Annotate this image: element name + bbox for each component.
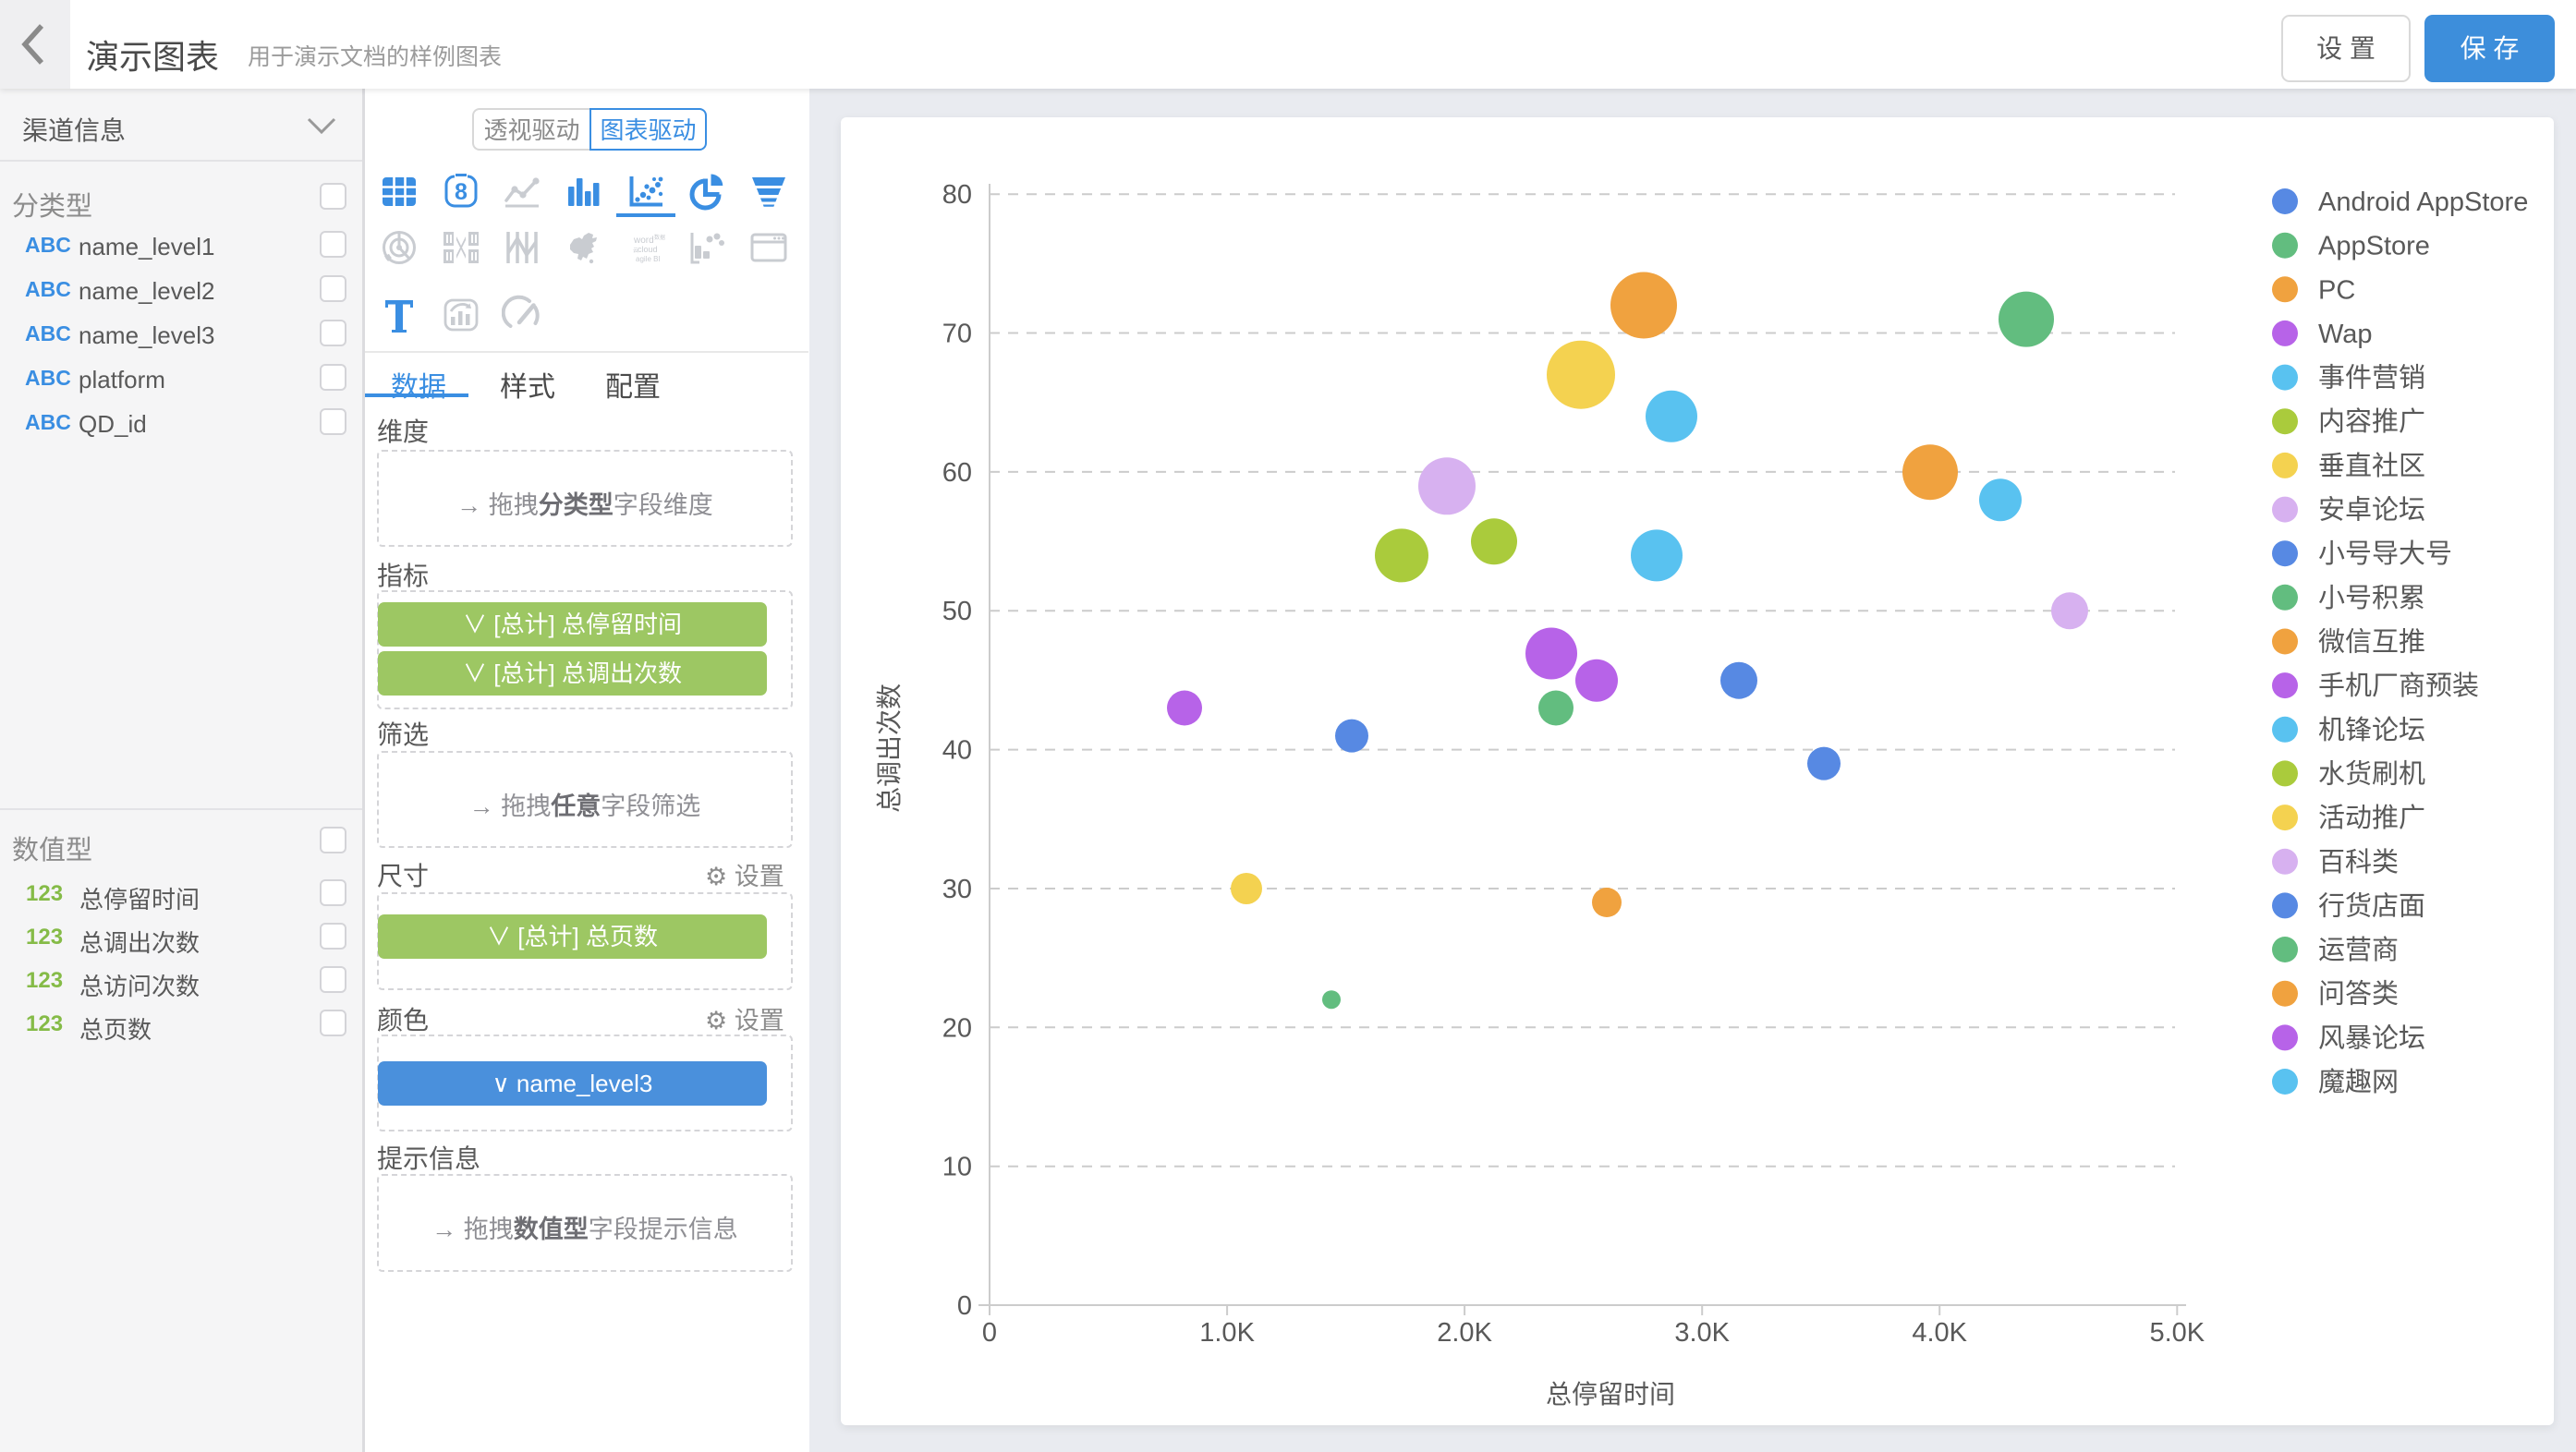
svg-text:微信互推: 微信互推 xyxy=(2318,627,2425,658)
svg-text:安卓论坛: 安卓论坛 xyxy=(2318,495,2425,526)
svg-text:水货刷机: 水货刷机 xyxy=(2318,758,2425,789)
svg-text:机锋论坛: 机锋论坛 xyxy=(2318,715,2425,745)
svg-text:20: 20 xyxy=(942,1013,972,1043)
svg-text:垂直社区: 垂直社区 xyxy=(2318,451,2425,481)
svg-text:agile BI: agile BI xyxy=(636,255,661,263)
svg-text:Wap: Wap xyxy=(2318,320,2373,349)
svg-text:小号积累: 小号积累 xyxy=(2318,584,2425,613)
svg-text:运营商: 运营商 xyxy=(2318,935,2399,965)
svg-text:行货店面: 行货店面 xyxy=(2318,890,2425,921)
svg-text:小号导大号: 小号导大号 xyxy=(2318,538,2452,569)
svg-text:50: 50 xyxy=(942,597,972,626)
svg-text:0: 0 xyxy=(982,1318,997,1348)
svg-text:问答类: 问答类 xyxy=(2318,979,2399,1010)
svg-text:word: word xyxy=(633,236,654,246)
svg-text:10: 10 xyxy=(942,1153,972,1182)
svg-text:cloud: cloud xyxy=(638,245,658,254)
svg-text:风暴论坛: 风暴论坛 xyxy=(2318,1022,2425,1053)
svg-text:AppStore: AppStore xyxy=(2318,232,2430,261)
svg-text:3.0K: 3.0K xyxy=(1674,1318,1730,1348)
svg-text:云: 云 xyxy=(633,248,638,254)
svg-text:总调出次数: 总调出次数 xyxy=(875,684,904,813)
svg-text:30: 30 xyxy=(942,875,972,904)
svg-text:百科类: 百科类 xyxy=(2318,847,2399,877)
svg-text:Android AppStore: Android AppStore xyxy=(2318,188,2528,217)
svg-text:70: 70 xyxy=(942,320,972,349)
svg-text:5.0K: 5.0K xyxy=(2149,1318,2205,1348)
svg-text:事件营销: 事件营销 xyxy=(2318,363,2425,393)
svg-text:1.0K: 1.0K xyxy=(1199,1318,1255,1348)
svg-text:0: 0 xyxy=(957,1291,972,1321)
svg-text:魔趣网: 魔趣网 xyxy=(2318,1067,2399,1097)
svg-text:手机厂商预装: 手机厂商预装 xyxy=(2318,671,2479,701)
svg-text:PC: PC xyxy=(2318,275,2355,305)
svg-text:活动推广: 活动推广 xyxy=(2318,803,2425,833)
svg-text:80: 80 xyxy=(942,180,972,210)
svg-text:4.0K: 4.0K xyxy=(1912,1318,1967,1348)
svg-text:40: 40 xyxy=(942,736,972,766)
svg-text:60: 60 xyxy=(942,458,972,488)
svg-text:8: 8 xyxy=(455,179,468,205)
svg-text:数据: 数据 xyxy=(654,234,665,241)
svg-text:内容推广: 内容推广 xyxy=(2318,406,2425,437)
svg-text:总停留时间: 总停留时间 xyxy=(1546,1380,1675,1409)
svg-text:2.0K: 2.0K xyxy=(1437,1318,1492,1348)
